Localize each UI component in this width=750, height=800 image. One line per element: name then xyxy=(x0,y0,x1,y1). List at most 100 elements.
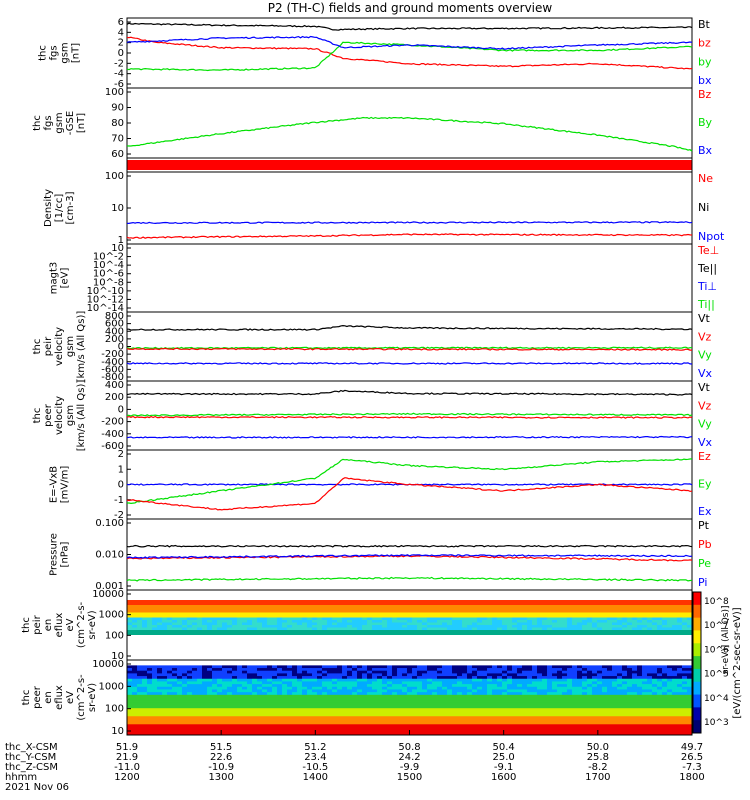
spectrogram-cell xyxy=(422,602,428,606)
spectrogram-cell xyxy=(182,640,188,643)
spectrogram-cell xyxy=(517,647,523,651)
spectrogram-cell xyxy=(337,713,343,717)
spectrogram-cell xyxy=(377,713,383,717)
spectrogram-cell xyxy=(537,597,543,601)
spectrogram-cell xyxy=(217,647,223,651)
spectrogram-cell xyxy=(422,600,428,603)
spectrogram-cell xyxy=(187,684,193,688)
spectrogram-cell xyxy=(662,607,668,611)
spectrogram-cell xyxy=(222,637,228,641)
spectrogram-cell xyxy=(302,665,308,669)
spectrogram-cell xyxy=(127,700,133,704)
spectrogram-cell xyxy=(667,615,673,618)
spectrogram-cell xyxy=(532,612,538,616)
spectrogram-cell xyxy=(312,632,318,636)
spectrogram-cell xyxy=(167,700,173,704)
spectrogram-cell xyxy=(152,615,158,618)
spectrogram-cell xyxy=(372,732,378,736)
spectrogram-cell xyxy=(272,732,278,736)
spectrogram-cell xyxy=(517,620,523,623)
spectrogram-cell xyxy=(237,700,243,704)
spectrogram-cell xyxy=(192,697,198,701)
spectrogram-cell xyxy=(202,670,208,674)
spectrogram-cell xyxy=(682,615,688,618)
spectrogram-cell xyxy=(507,645,513,648)
spectrogram-cell xyxy=(352,729,358,733)
spectrogram-cell xyxy=(442,627,448,631)
spectrogram-cell xyxy=(482,637,488,641)
spectrogram-cell xyxy=(252,625,258,628)
spectrogram-cell xyxy=(597,612,603,616)
spectrogram-cell xyxy=(487,640,493,643)
spectrogram-cell xyxy=(477,610,483,613)
spectrogram-cell xyxy=(297,600,303,603)
spectrogram-cell xyxy=(172,622,178,626)
spectrogram-cell xyxy=(227,694,233,698)
spectrogram-cell xyxy=(662,617,668,621)
spectrogram-cell xyxy=(182,673,188,677)
spectrogram-cell xyxy=(432,597,438,601)
spectrogram-cell xyxy=(457,647,463,651)
spectrogram-cell xyxy=(212,635,218,638)
spectrogram-cell xyxy=(127,681,133,685)
spectrogram-cell xyxy=(162,627,168,631)
spectrogram-cell xyxy=(262,642,268,646)
spectrogram-cell xyxy=(267,627,273,631)
spectrogram-cell xyxy=(527,595,533,598)
spectrogram-cell xyxy=(342,670,348,674)
spectrogram-cell xyxy=(312,678,318,682)
y-axis-label: gsm xyxy=(65,405,76,426)
spectrogram-cell xyxy=(317,665,323,669)
spectrogram-cell xyxy=(617,632,623,636)
spectrogram-cell xyxy=(142,729,148,733)
spectrogram-cell xyxy=(667,595,673,598)
spectrogram-cell xyxy=(277,647,283,651)
spectrogram-cell xyxy=(282,665,288,669)
spectrogram-cell xyxy=(162,607,168,611)
spectrogram-cell xyxy=(212,590,218,593)
spectrogram-cell xyxy=(587,642,593,646)
spectrogram-cell xyxy=(447,600,453,603)
spectrogram-cell xyxy=(352,645,358,648)
spectrogram-cell xyxy=(412,612,418,616)
spectrogram-cell xyxy=(142,716,148,720)
spectrogram-cell xyxy=(447,627,453,631)
spectrogram-cell xyxy=(137,681,143,685)
spectrogram-cell xyxy=(267,668,273,672)
spectrogram-cell xyxy=(202,627,208,631)
spectrogram-cell xyxy=(377,718,383,723)
spectrogram-cell xyxy=(327,670,333,674)
spectrogram-cell xyxy=(187,708,193,712)
spectrogram-cell xyxy=(302,692,308,696)
spectrogram-cell xyxy=(602,630,608,633)
spectrogram-cell xyxy=(402,721,408,725)
spectrogram-cell xyxy=(192,597,198,601)
spectrogram-cell xyxy=(317,652,323,656)
spectrogram-cell xyxy=(447,645,453,648)
spectrogram-cell xyxy=(322,678,328,682)
spectrogram-cell xyxy=(327,708,333,712)
spectrogram-cell xyxy=(232,647,238,651)
spectrogram-cell xyxy=(397,676,403,680)
spectrogram-cell xyxy=(517,590,523,593)
spectrogram-cell xyxy=(387,652,393,656)
spectrogram-cell xyxy=(672,590,678,593)
spectrogram-cell xyxy=(397,655,403,658)
spectrogram-cell xyxy=(277,610,283,613)
spectrogram-cell xyxy=(587,640,593,643)
spectrogram-cell xyxy=(307,718,313,723)
spectrogram-cell xyxy=(332,702,338,706)
spectrogram-cell xyxy=(137,615,143,618)
spectrogram-cell xyxy=(582,612,588,616)
spectrogram-cell xyxy=(187,605,193,608)
spectrogram-cell xyxy=(677,642,683,646)
spectrogram-cell xyxy=(217,718,223,723)
spectrogram-cell xyxy=(277,673,283,677)
spectrogram-cell xyxy=(287,689,293,693)
spectrogram-cell xyxy=(417,655,423,658)
spectrogram-cell xyxy=(302,612,308,616)
spectrogram-cell xyxy=(157,721,163,725)
spectrogram-cell xyxy=(397,708,403,712)
spectrogram-cell xyxy=(267,713,273,717)
spectrogram-cell xyxy=(587,602,593,606)
